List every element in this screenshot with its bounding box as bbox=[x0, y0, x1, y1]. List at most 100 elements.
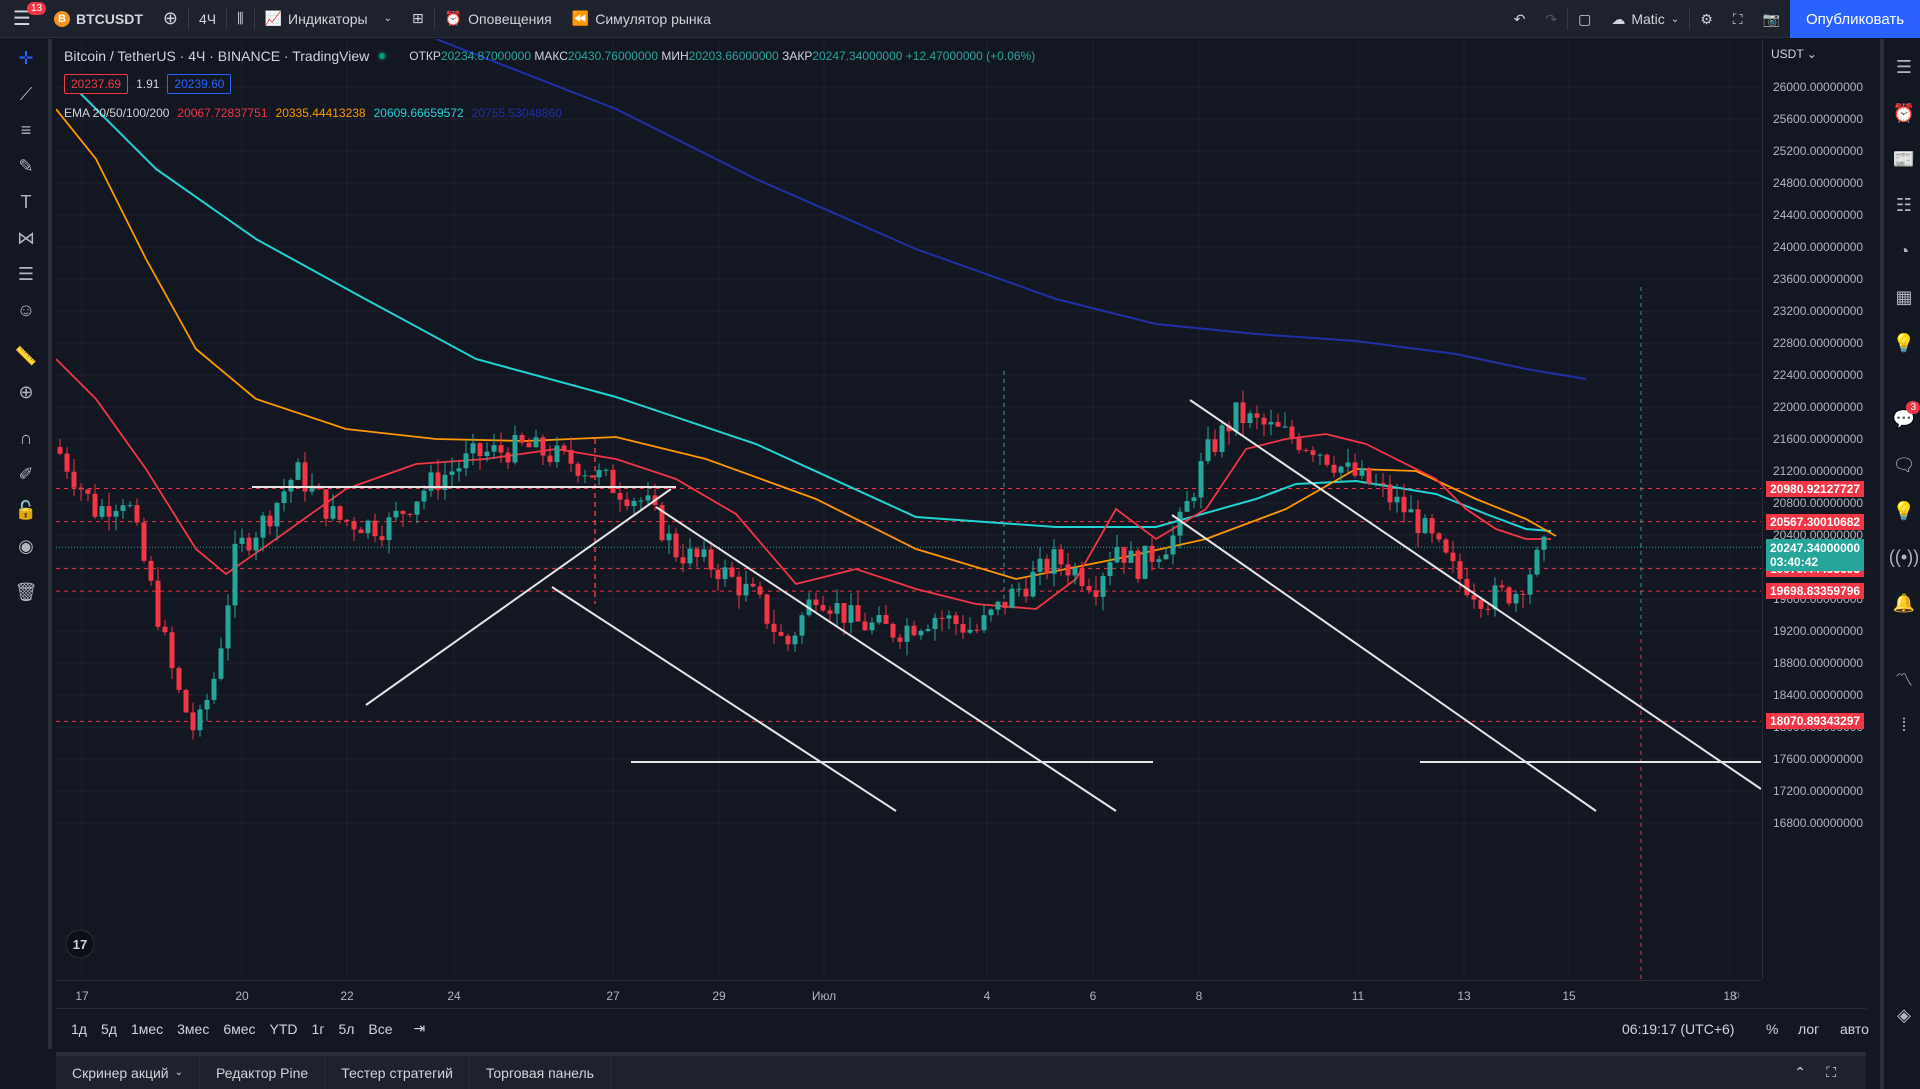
snapshot-button[interactable]: 📷 bbox=[1753, 0, 1790, 38]
range-button[interactable]: YTD bbox=[269, 1020, 298, 1037]
buy-price-button[interactable]: 20239.60 bbox=[167, 74, 232, 94]
save-layout-button[interactable]: ☁ Matic ⌄ bbox=[1601, 0, 1689, 38]
crosshair-icon[interactable]: ✛ bbox=[18, 47, 34, 68]
trading-icon[interactable]: 〽 bbox=[1895, 670, 1913, 690]
lightbulb-icon[interactable]: 💡 bbox=[1892, 332, 1916, 353]
calendar-list-icon[interactable]: ☷ bbox=[1895, 194, 1913, 215]
candle-body bbox=[1310, 450, 1316, 456]
candle-body bbox=[477, 443, 483, 457]
clock-display[interactable]: 06:19:17 (UTC+6) bbox=[1622, 1020, 1735, 1037]
watchlist-icon[interactable]: ☰ bbox=[1895, 56, 1913, 77]
publish-button[interactable]: Опубликовать bbox=[1790, 0, 1920, 38]
range-button[interactable]: 5л bbox=[338, 1020, 355, 1037]
interval-button[interactable]: 4Ч bbox=[198, 10, 217, 27]
candle-body bbox=[71, 471, 77, 488]
messages-icon[interactable]: 🗨 bbox=[1892, 454, 1916, 475]
fullscreen-button[interactable]: ⛶ bbox=[1723, 0, 1753, 38]
clock-icon[interactable]: ◔ bbox=[1898, 240, 1910, 261]
trash-icon[interactable]: 🗑 bbox=[14, 581, 38, 602]
brush-icon[interactable]: ✎ bbox=[18, 155, 34, 176]
range-button[interactable]: 6мес bbox=[223, 1020, 256, 1037]
range-button[interactable]: 3мес bbox=[177, 1020, 210, 1037]
candle-body bbox=[120, 505, 126, 511]
symbol-search-button[interactable]: B BTCUSDT bbox=[44, 0, 153, 38]
auto-toggle[interactable]: авто bbox=[1840, 1020, 1869, 1037]
horizontal-level-label[interactable]: 20980.92127727 bbox=[1766, 480, 1865, 497]
eye-icon[interactable]: ◉ bbox=[18, 535, 34, 556]
ascending-trendline bbox=[365, 488, 672, 706]
news-icon[interactable]: 📰 bbox=[1892, 148, 1916, 169]
time-axis[interactable]: ☼ 17 20 22 24 27 29 Июл 4 6 8 11 13 15 18 bbox=[56, 980, 1762, 1008]
divider bbox=[433, 7, 435, 30]
chart-pane[interactable]: 17 bbox=[55, 38, 1762, 979]
tab-stock-screener[interactable]: Скринер акций ⌄ bbox=[56, 1056, 200, 1089]
ema-legend[interactable]: EMA 20/50/100/200 20067.72837751 20335.4… bbox=[64, 106, 562, 120]
text-tool-icon[interactable]: T bbox=[20, 191, 32, 212]
candle-body bbox=[1121, 547, 1127, 563]
horizontal-level-label[interactable]: 20567.30010682 bbox=[1766, 513, 1865, 530]
price-chart[interactable]: 17 bbox=[55, 38, 1762, 979]
replay-button[interactable]: ⏪ Симулятор рынка bbox=[562, 0, 721, 38]
layout-select-button[interactable]: ▢ bbox=[1568, 0, 1601, 38]
horizontal-level-label[interactable]: 18070.89343297 bbox=[1766, 713, 1865, 730]
bar-countdown: 03:40:42 bbox=[1770, 555, 1819, 570]
candle-body bbox=[92, 493, 98, 517]
dom-icon[interactable]: ⁞ bbox=[1901, 714, 1907, 735]
prediction-icon[interactable]: ☰ bbox=[17, 263, 35, 284]
templates-button[interactable]: ⊞ bbox=[402, 0, 434, 38]
broadcast-icon[interactable]: ((•)) bbox=[1888, 546, 1920, 567]
divider bbox=[187, 7, 189, 30]
legend-symbol-title: Bitcoin / TetherUS · 4Ч · BINANCE · Trad… bbox=[64, 48, 370, 64]
bell-icon[interactable]: 🔔 bbox=[1892, 592, 1916, 613]
undo-button[interactable]: ↶ bbox=[1504, 0, 1536, 38]
candle-body bbox=[813, 599, 819, 605]
chat-icon[interactable]: 💬 3 bbox=[1890, 401, 1920, 433]
alarm-clock-icon[interactable]: ⏰ bbox=[1892, 102, 1916, 123]
main-menu-button[interactable]: ☰ 13 bbox=[0, 0, 47, 38]
candle-body bbox=[85, 489, 91, 494]
currency-select[interactable]: USDT ⌄ bbox=[1771, 47, 1817, 61]
compare-button[interactable]: ⊕ bbox=[153, 0, 188, 38]
tab-pine-editor[interactable]: Редактор Pine bbox=[200, 1056, 326, 1089]
magnet-icon[interactable]: ∩ bbox=[19, 427, 33, 448]
indicators-button[interactable]: 📈 Индикаторы ⌄ bbox=[255, 0, 402, 38]
idea-icon[interactable]: 💡 bbox=[1892, 500, 1916, 521]
chart-type-button[interactable]: ⫼ bbox=[227, 0, 253, 38]
candle-body bbox=[610, 469, 616, 493]
log-toggle[interactable]: лог bbox=[1798, 1020, 1820, 1037]
tab-trading-panel[interactable]: Торговая панель bbox=[470, 1056, 611, 1089]
horizontal-level-label[interactable]: 19698.83359796 bbox=[1766, 583, 1865, 600]
trend-line-icon[interactable]: ⟋ bbox=[19, 83, 33, 104]
price-tick: 19200.00000000 bbox=[1773, 624, 1864, 638]
zoom-in-icon[interactable]: ⊕ bbox=[18, 381, 34, 402]
settings-button[interactable]: ⚙ bbox=[1690, 0, 1723, 38]
candle-body bbox=[1331, 464, 1337, 473]
redo-button[interactable]: ↷ bbox=[1535, 0, 1567, 38]
emoji-icon[interactable]: ☺ bbox=[16, 299, 36, 320]
collapse-panel-icon[interactable]: ⌃ bbox=[1794, 1064, 1806, 1080]
price-axis[interactable]: USDT ⌄ 26000.00000000 25600.00000000 25200… bbox=[1762, 39, 1872, 979]
percent-toggle[interactable]: % bbox=[1766, 1020, 1779, 1037]
alerts-button[interactable]: ⏰ Оповещения bbox=[435, 0, 562, 38]
sell-price-button[interactable]: 20237.69 bbox=[64, 74, 129, 94]
time-tick: 15 bbox=[1562, 989, 1576, 1003]
pattern-icon[interactable]: ⋈ bbox=[17, 227, 35, 248]
range-button[interactable]: 1мес bbox=[130, 1020, 164, 1037]
candle-body bbox=[1205, 439, 1211, 462]
candle-body bbox=[1128, 550, 1134, 563]
lock-drawing-icon[interactable]: ✐ bbox=[18, 463, 34, 484]
range-button[interactable]: 1д bbox=[71, 1020, 87, 1037]
calendar-icon[interactable]: ▦ bbox=[1895, 286, 1913, 307]
range-button[interactable]: 5д bbox=[100, 1020, 117, 1037]
goto-date-icon[interactable]: ⇥ bbox=[413, 1020, 426, 1036]
range-button[interactable]: 1г bbox=[311, 1020, 325, 1037]
maximize-panel-icon[interactable]: ⛶ bbox=[1826, 1064, 1836, 1080]
lock-icon[interactable]: 🔓 bbox=[14, 499, 38, 520]
range-button[interactable]: Все bbox=[368, 1020, 393, 1037]
fib-retracement-icon[interactable]: ≡ bbox=[20, 119, 32, 140]
ruler-icon[interactable]: 📏 bbox=[14, 345, 38, 366]
tab-strategy-tester[interactable]: Тестер стратегий bbox=[325, 1056, 470, 1089]
candle-body bbox=[869, 622, 875, 631]
settings-sun-icon[interactable]: ☼ bbox=[1731, 987, 1742, 1001]
layers-icon[interactable]: ◈ bbox=[1897, 1004, 1911, 1025]
